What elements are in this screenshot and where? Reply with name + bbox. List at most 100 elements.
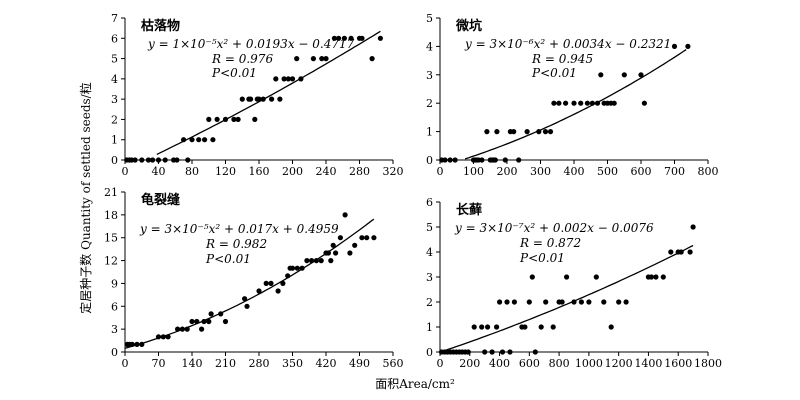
data-point <box>623 299 629 305</box>
data-point <box>586 299 592 305</box>
data-point <box>563 100 569 106</box>
data-point <box>359 235 365 241</box>
data-point <box>511 129 517 135</box>
y-tick-label: 12 <box>104 255 118 268</box>
data-point <box>277 96 283 102</box>
data-point <box>347 250 353 256</box>
data-point <box>145 157 151 163</box>
y-tick-label: 4 <box>111 73 118 86</box>
data-point <box>341 35 347 41</box>
x-tick-label: 200 <box>282 165 303 178</box>
data-point <box>160 334 166 340</box>
data-point <box>648 274 655 280</box>
p-value: P<0.01 <box>519 251 565 265</box>
y-tick-label: 6 <box>111 300 118 313</box>
data-point <box>687 249 693 255</box>
x-tick-label: 200 <box>459 357 480 370</box>
data-point <box>611 100 617 106</box>
x-tick-label: 200 <box>497 165 518 178</box>
data-point <box>165 334 171 340</box>
data-point <box>330 242 336 248</box>
fit-curve <box>439 244 694 353</box>
data-point <box>352 242 358 248</box>
data-point <box>538 324 544 330</box>
x-tick-label: 350 <box>282 357 303 370</box>
x-tick-label: 40 <box>152 165 166 178</box>
data-point <box>252 116 258 122</box>
data-point <box>641 100 648 106</box>
data-point <box>668 249 674 255</box>
data-point <box>150 157 156 163</box>
data-point <box>325 250 331 256</box>
fit-equation: y = 3×10⁻⁷x² + 0.002x − 0.0076 <box>454 221 654 235</box>
data-point <box>593 274 599 280</box>
data-point <box>196 137 202 143</box>
data-point <box>589 100 596 106</box>
chart-panel: 0 100 200 300 400 500 600 700 800 0 1 2 3 4 5 微坑 y = 3×1… <box>426 12 719 178</box>
data-point <box>598 72 604 78</box>
data-point <box>621 72 627 78</box>
data-point <box>484 129 490 135</box>
x-tick-label: 70 <box>152 357 166 370</box>
x-tick-label: 160 <box>249 165 270 178</box>
x-tick-label: 120 <box>215 165 236 178</box>
data-point <box>551 100 557 106</box>
data-point <box>497 299 503 305</box>
panel-title: 龟裂缝 <box>141 192 180 208</box>
chart-panel: 0 40 80 120 160 200 240 280 320 0 1 2 3 4 5 6 7 枯落物 y = 1×… <box>111 12 404 178</box>
data-point <box>294 56 300 62</box>
data-point <box>529 274 535 280</box>
data-point <box>442 157 448 163</box>
data-point <box>494 129 500 135</box>
data-point <box>155 334 162 340</box>
data-point <box>242 296 248 302</box>
data-point <box>616 299 622 305</box>
x-tick-label: 560 <box>383 357 404 370</box>
data-point <box>328 258 334 264</box>
data-point <box>199 326 205 332</box>
y-tick-label: 0 <box>111 346 118 359</box>
y-tick-label: 4 <box>426 40 433 53</box>
data-point <box>653 274 659 280</box>
x-tick-label: 0 <box>122 357 129 370</box>
data-point <box>319 56 325 62</box>
data-point <box>189 137 195 143</box>
data-point <box>218 311 224 317</box>
p-value: P<0.01 <box>211 66 257 80</box>
data-point <box>690 224 696 230</box>
data-point <box>547 129 554 135</box>
data-point <box>304 258 310 264</box>
data-point <box>280 280 286 286</box>
data-point <box>671 43 678 50</box>
data-point <box>268 280 274 286</box>
data-point <box>507 349 513 355</box>
x-tick-label: 1200 <box>605 357 633 370</box>
x-tick-label: 800 <box>549 357 570 370</box>
data-point <box>526 299 532 305</box>
data-point <box>571 100 577 106</box>
x-tick-label: 240 <box>316 165 337 178</box>
data-point <box>179 326 185 332</box>
data-point <box>369 56 375 62</box>
correlation-r: R = 0.982 <box>205 237 267 251</box>
data-point <box>594 100 601 106</box>
data-point <box>485 324 491 330</box>
data-point <box>285 76 291 82</box>
data-point <box>222 318 229 325</box>
data-point <box>522 324 528 330</box>
data-point <box>543 299 549 305</box>
x-tick-label: 600 <box>631 165 652 178</box>
data-point <box>564 274 570 280</box>
y-tick-label: 5 <box>111 53 118 66</box>
data-point <box>294 265 300 271</box>
x-tick-label: 490 <box>349 357 370 370</box>
y-tick-label: 3 <box>111 323 118 336</box>
y-tick-label: 3 <box>111 93 118 106</box>
y-tick-label: 18 <box>104 209 118 222</box>
data-point <box>364 235 370 241</box>
data-point <box>504 299 510 305</box>
y-tick-label: 6 <box>426 196 433 209</box>
fit-equation: y = 3×10⁻⁵x² + 0.017x + 0.4959 <box>139 222 339 236</box>
p-value: P<0.01 <box>531 66 577 80</box>
data-point <box>313 258 319 264</box>
